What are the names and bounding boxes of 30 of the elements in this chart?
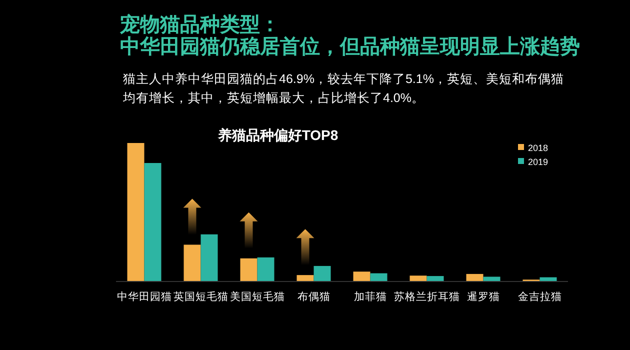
x-tick-label: 加菲猫	[354, 290, 387, 303]
text: 均有增长，其中，英短增幅最大，占比增长了4.0%。	[122, 91, 424, 105]
x-tick-label: 英国短毛猫	[173, 290, 228, 303]
bar	[200, 234, 218, 281]
bar	[540, 277, 557, 281]
bar	[466, 274, 484, 281]
chart-subtitle: 中华田园猫仍稳居首位，但品种猫呈现明显上涨趋势	[120, 36, 580, 58]
bar	[127, 143, 144, 281]
bar	[483, 276, 500, 281]
x-tick-label: 布偶猫	[297, 291, 330, 303]
x-tick-label: 中华田园猫	[116, 290, 172, 303]
legend-label: 2019	[528, 157, 548, 167]
x-tick-label: 苏格兰折耳猫	[394, 290, 460, 303]
x-tick-label: 美国短毛猫	[230, 290, 285, 303]
bar	[257, 257, 274, 281]
bar	[353, 272, 370, 281]
bar	[314, 266, 331, 281]
bar	[370, 273, 388, 281]
bar	[296, 275, 314, 281]
legend-label: 2018	[528, 143, 548, 153]
chart-title: 宠物猫品种类型：	[119, 13, 280, 36]
annotation: 养猫品种偏好TOP8	[216, 127, 338, 143]
bar	[184, 244, 201, 281]
bar	[144, 163, 162, 281]
bar	[426, 276, 444, 281]
x-tick-label: 金吉拉猫	[518, 290, 562, 303]
bar	[240, 258, 258, 281]
bar	[410, 276, 427, 281]
text: 猫主人中养中华田园猫的占46.9%，较去年下降了5.1%，英短、美短和布偶猫	[123, 71, 564, 86]
x-tick-label: 暹罗猫	[466, 291, 500, 303]
